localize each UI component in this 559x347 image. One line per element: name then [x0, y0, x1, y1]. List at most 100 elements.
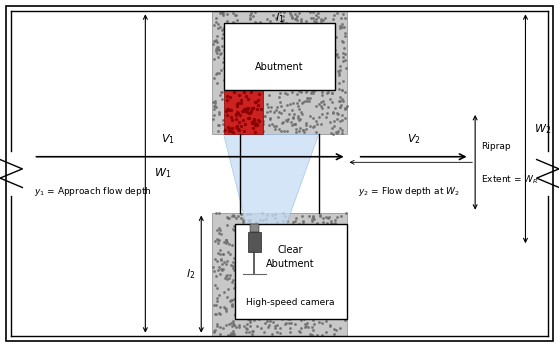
Point	[280, 77, 289, 83]
Point	[316, 121, 325, 127]
Point	[221, 262, 230, 267]
Point	[278, 17, 287, 23]
Point	[269, 54, 278, 59]
Point	[213, 323, 222, 329]
Point	[251, 79, 260, 85]
Point	[255, 107, 264, 112]
Point	[258, 29, 267, 35]
Point	[242, 325, 251, 331]
Point	[279, 269, 288, 275]
Point	[338, 265, 347, 270]
Point	[286, 42, 295, 48]
Point	[301, 121, 310, 126]
Point	[334, 253, 343, 258]
Point	[341, 300, 350, 305]
Point	[252, 223, 261, 229]
Point	[216, 331, 225, 337]
Point	[262, 23, 271, 28]
Point	[340, 106, 349, 111]
Point	[276, 57, 285, 62]
Point	[267, 228, 276, 234]
Point	[337, 288, 346, 294]
Point	[329, 16, 338, 22]
Point	[233, 55, 242, 61]
Point	[282, 247, 291, 252]
Point	[316, 256, 325, 262]
Point	[284, 312, 293, 318]
Point	[338, 38, 347, 44]
Point	[269, 37, 278, 43]
Point	[247, 124, 256, 129]
Point	[331, 34, 340, 40]
Point	[239, 109, 248, 114]
Point	[283, 292, 292, 298]
Point	[241, 74, 250, 79]
Point	[221, 275, 230, 281]
Point	[316, 213, 325, 219]
Point	[266, 273, 275, 278]
Point	[235, 92, 244, 97]
Point	[328, 91, 337, 96]
Text: $\it{W}_1$: $\it{W}_1$	[154, 167, 171, 180]
Point	[226, 83, 235, 88]
Point	[276, 24, 285, 29]
Point	[255, 282, 264, 288]
Point	[285, 232, 294, 238]
Point	[313, 248, 322, 253]
Point	[278, 258, 287, 264]
Point	[229, 129, 238, 134]
Point	[258, 314, 267, 319]
Point	[277, 300, 286, 306]
Point	[302, 297, 311, 303]
Point	[240, 108, 249, 114]
Point	[255, 288, 264, 294]
Point	[234, 53, 243, 59]
Point	[214, 45, 222, 50]
Point	[306, 274, 315, 279]
Point	[328, 22, 337, 27]
Point	[333, 110, 342, 116]
Point	[281, 61, 290, 67]
Point	[227, 107, 236, 112]
Point	[221, 126, 230, 132]
Point	[243, 33, 252, 39]
Point	[288, 115, 297, 121]
Point	[233, 83, 242, 88]
Point	[294, 115, 303, 121]
Point	[326, 294, 335, 299]
Point	[266, 318, 275, 323]
Point	[295, 128, 304, 134]
Point	[282, 117, 291, 123]
Point	[301, 126, 310, 132]
Point	[272, 253, 281, 259]
Point	[299, 86, 308, 91]
Point	[310, 58, 319, 64]
Point	[236, 112, 245, 117]
Point	[257, 36, 266, 42]
Point	[228, 278, 237, 283]
Point	[211, 16, 220, 21]
Point	[225, 127, 234, 133]
Point	[316, 74, 325, 80]
Point	[337, 296, 346, 302]
Point	[239, 262, 248, 267]
Point	[276, 330, 285, 336]
Point	[311, 51, 320, 57]
Point	[338, 11, 347, 16]
Point	[269, 267, 278, 273]
Point	[268, 315, 277, 320]
Point	[324, 32, 333, 37]
Point	[271, 212, 280, 217]
Point	[243, 106, 252, 111]
Point	[339, 45, 348, 51]
Point	[256, 236, 265, 241]
Point	[328, 131, 337, 137]
Point	[253, 37, 262, 42]
Point	[339, 294, 348, 299]
Point	[245, 219, 254, 225]
Point	[331, 296, 340, 302]
Point	[249, 83, 258, 89]
Point	[243, 211, 252, 217]
Point	[252, 130, 261, 136]
Bar	[250, 224, 259, 232]
